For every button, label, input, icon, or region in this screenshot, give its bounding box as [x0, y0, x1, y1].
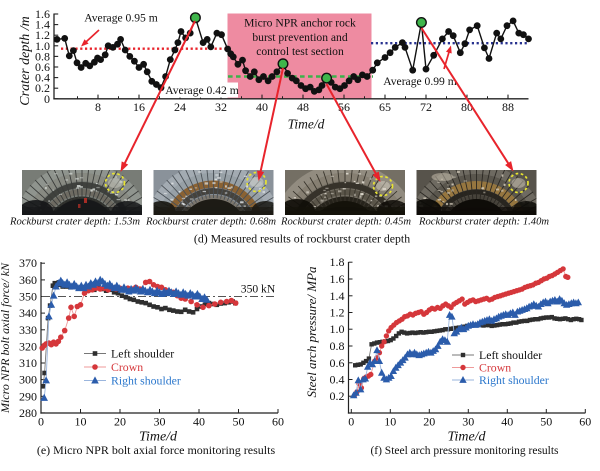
svg-text:48: 48: [297, 100, 309, 114]
svg-text:Right shoulder: Right shoulder: [111, 374, 181, 388]
svg-text:Crown: Crown: [111, 360, 143, 374]
svg-text:72: 72: [420, 100, 432, 114]
svg-text:control test section: control test section: [256, 45, 344, 58]
svg-text:290: 290: [19, 389, 37, 403]
svg-text:burst prevention and: burst prevention and: [252, 31, 348, 44]
svg-text:Rockburst crater depth: 0.45m: Rockburst crater depth: 0.45m: [280, 217, 411, 228]
svg-text:20: 20: [423, 415, 435, 429]
svg-text:50: 50: [540, 415, 552, 429]
svg-text:Steel arch pressure/ MPa: Steel arch pressure/ MPa: [304, 266, 319, 398]
svg-text:0: 0: [44, 92, 50, 106]
svg-text:0.8: 0.8: [35, 49, 50, 63]
svg-text:Left shoulder: Left shoulder: [479, 348, 542, 362]
svg-text:Rockburst crater depth: 1.53m: Rockburst crater depth: 1.53m: [9, 217, 140, 228]
svg-text:1.6: 1.6: [330, 272, 345, 286]
svg-text:310: 310: [19, 356, 37, 370]
svg-text:330: 330: [19, 323, 37, 337]
svg-text:1.6: 1.6: [35, 7, 50, 21]
svg-text:(d) Measured results of rockbu: (d) Measured results of rockburst crater…: [194, 232, 410, 246]
svg-text:60: 60: [272, 415, 284, 429]
svg-text:360: 360: [19, 273, 37, 287]
svg-text:50: 50: [233, 415, 245, 429]
svg-text:30: 30: [462, 415, 474, 429]
svg-text:280: 280: [19, 406, 37, 420]
svg-text:1.0: 1.0: [35, 39, 50, 53]
svg-text:40: 40: [501, 415, 513, 429]
svg-text:350 kN: 350 kN: [241, 283, 276, 296]
svg-text:Time/d: Time/d: [139, 430, 178, 445]
svg-text:Rockburst crater depth: 0.68m: Rockburst crater depth: 0.68m: [145, 217, 276, 228]
svg-text:340: 340: [19, 306, 37, 320]
svg-text:Left shoulder: Left shoulder: [111, 347, 174, 361]
svg-text:60: 60: [579, 415, 591, 429]
svg-text:40: 40: [256, 100, 268, 114]
svg-text:Micro NPR bolt axial force/ kN: Micro NPR bolt axial force/ kN: [0, 262, 12, 414]
svg-text:20: 20: [114, 415, 126, 429]
svg-text:65: 65: [379, 100, 391, 114]
svg-text:1.4: 1.4: [330, 289, 345, 303]
svg-text:370: 370: [19, 256, 37, 270]
svg-text:1.8: 1.8: [330, 255, 345, 269]
svg-text:(f) Steel arch pressure monito: (f) Steel arch pressure monitoring resul…: [370, 445, 559, 457]
svg-text:350: 350: [19, 290, 37, 304]
svg-text:Crater depth /m: Crater depth /m: [18, 16, 33, 105]
svg-text:320: 320: [19, 339, 37, 353]
svg-text:Right shoulder: Right shoulder: [479, 373, 549, 387]
svg-text:Average 0.99 m: Average 0.99 m: [383, 75, 457, 88]
svg-text:Crown: Crown: [479, 361, 511, 375]
svg-text:88: 88: [502, 100, 514, 114]
svg-text:Time/d: Time/d: [447, 430, 486, 445]
svg-text:Average 0.95 m: Average 0.95 m: [84, 12, 158, 25]
svg-text:300: 300: [19, 373, 37, 387]
svg-text:16: 16: [133, 100, 145, 114]
svg-text:24: 24: [174, 100, 186, 114]
svg-text:1.2: 1.2: [330, 306, 345, 320]
svg-text:1.0: 1.0: [330, 322, 345, 336]
svg-text:0.4: 0.4: [35, 71, 50, 85]
svg-text:30: 30: [154, 415, 166, 429]
svg-text:10: 10: [75, 415, 87, 429]
svg-text:Average 0.42 m: Average 0.42 m: [165, 84, 239, 97]
svg-text:40: 40: [193, 415, 205, 429]
svg-text:Time/d: Time/d: [288, 117, 325, 132]
svg-text:0.6: 0.6: [330, 356, 345, 370]
svg-text:Micro NPR anchor rock: Micro NPR anchor rock: [244, 17, 356, 30]
svg-text:0.6: 0.6: [35, 60, 50, 74]
svg-text:1.2: 1.2: [35, 28, 50, 42]
svg-text:0.4: 0.4: [330, 373, 345, 387]
svg-text:0.2: 0.2: [330, 389, 345, 403]
svg-text:Rockburst crater depth: 1.40m: Rockburst crater depth: 1.40m: [418, 217, 549, 228]
svg-text:1.4: 1.4: [35, 18, 50, 32]
svg-text:10: 10: [384, 415, 396, 429]
svg-text:0: 0: [348, 415, 354, 429]
svg-text:8: 8: [95, 100, 101, 114]
svg-text:0: 0: [38, 415, 44, 429]
svg-text:(e) Micro NPR bolt axial force: (e) Micro NPR bolt axial force monitorin…: [37, 443, 276, 457]
svg-text:0.8: 0.8: [330, 339, 345, 353]
svg-text:32: 32: [215, 100, 227, 114]
svg-text:0.2: 0.2: [35, 81, 50, 95]
